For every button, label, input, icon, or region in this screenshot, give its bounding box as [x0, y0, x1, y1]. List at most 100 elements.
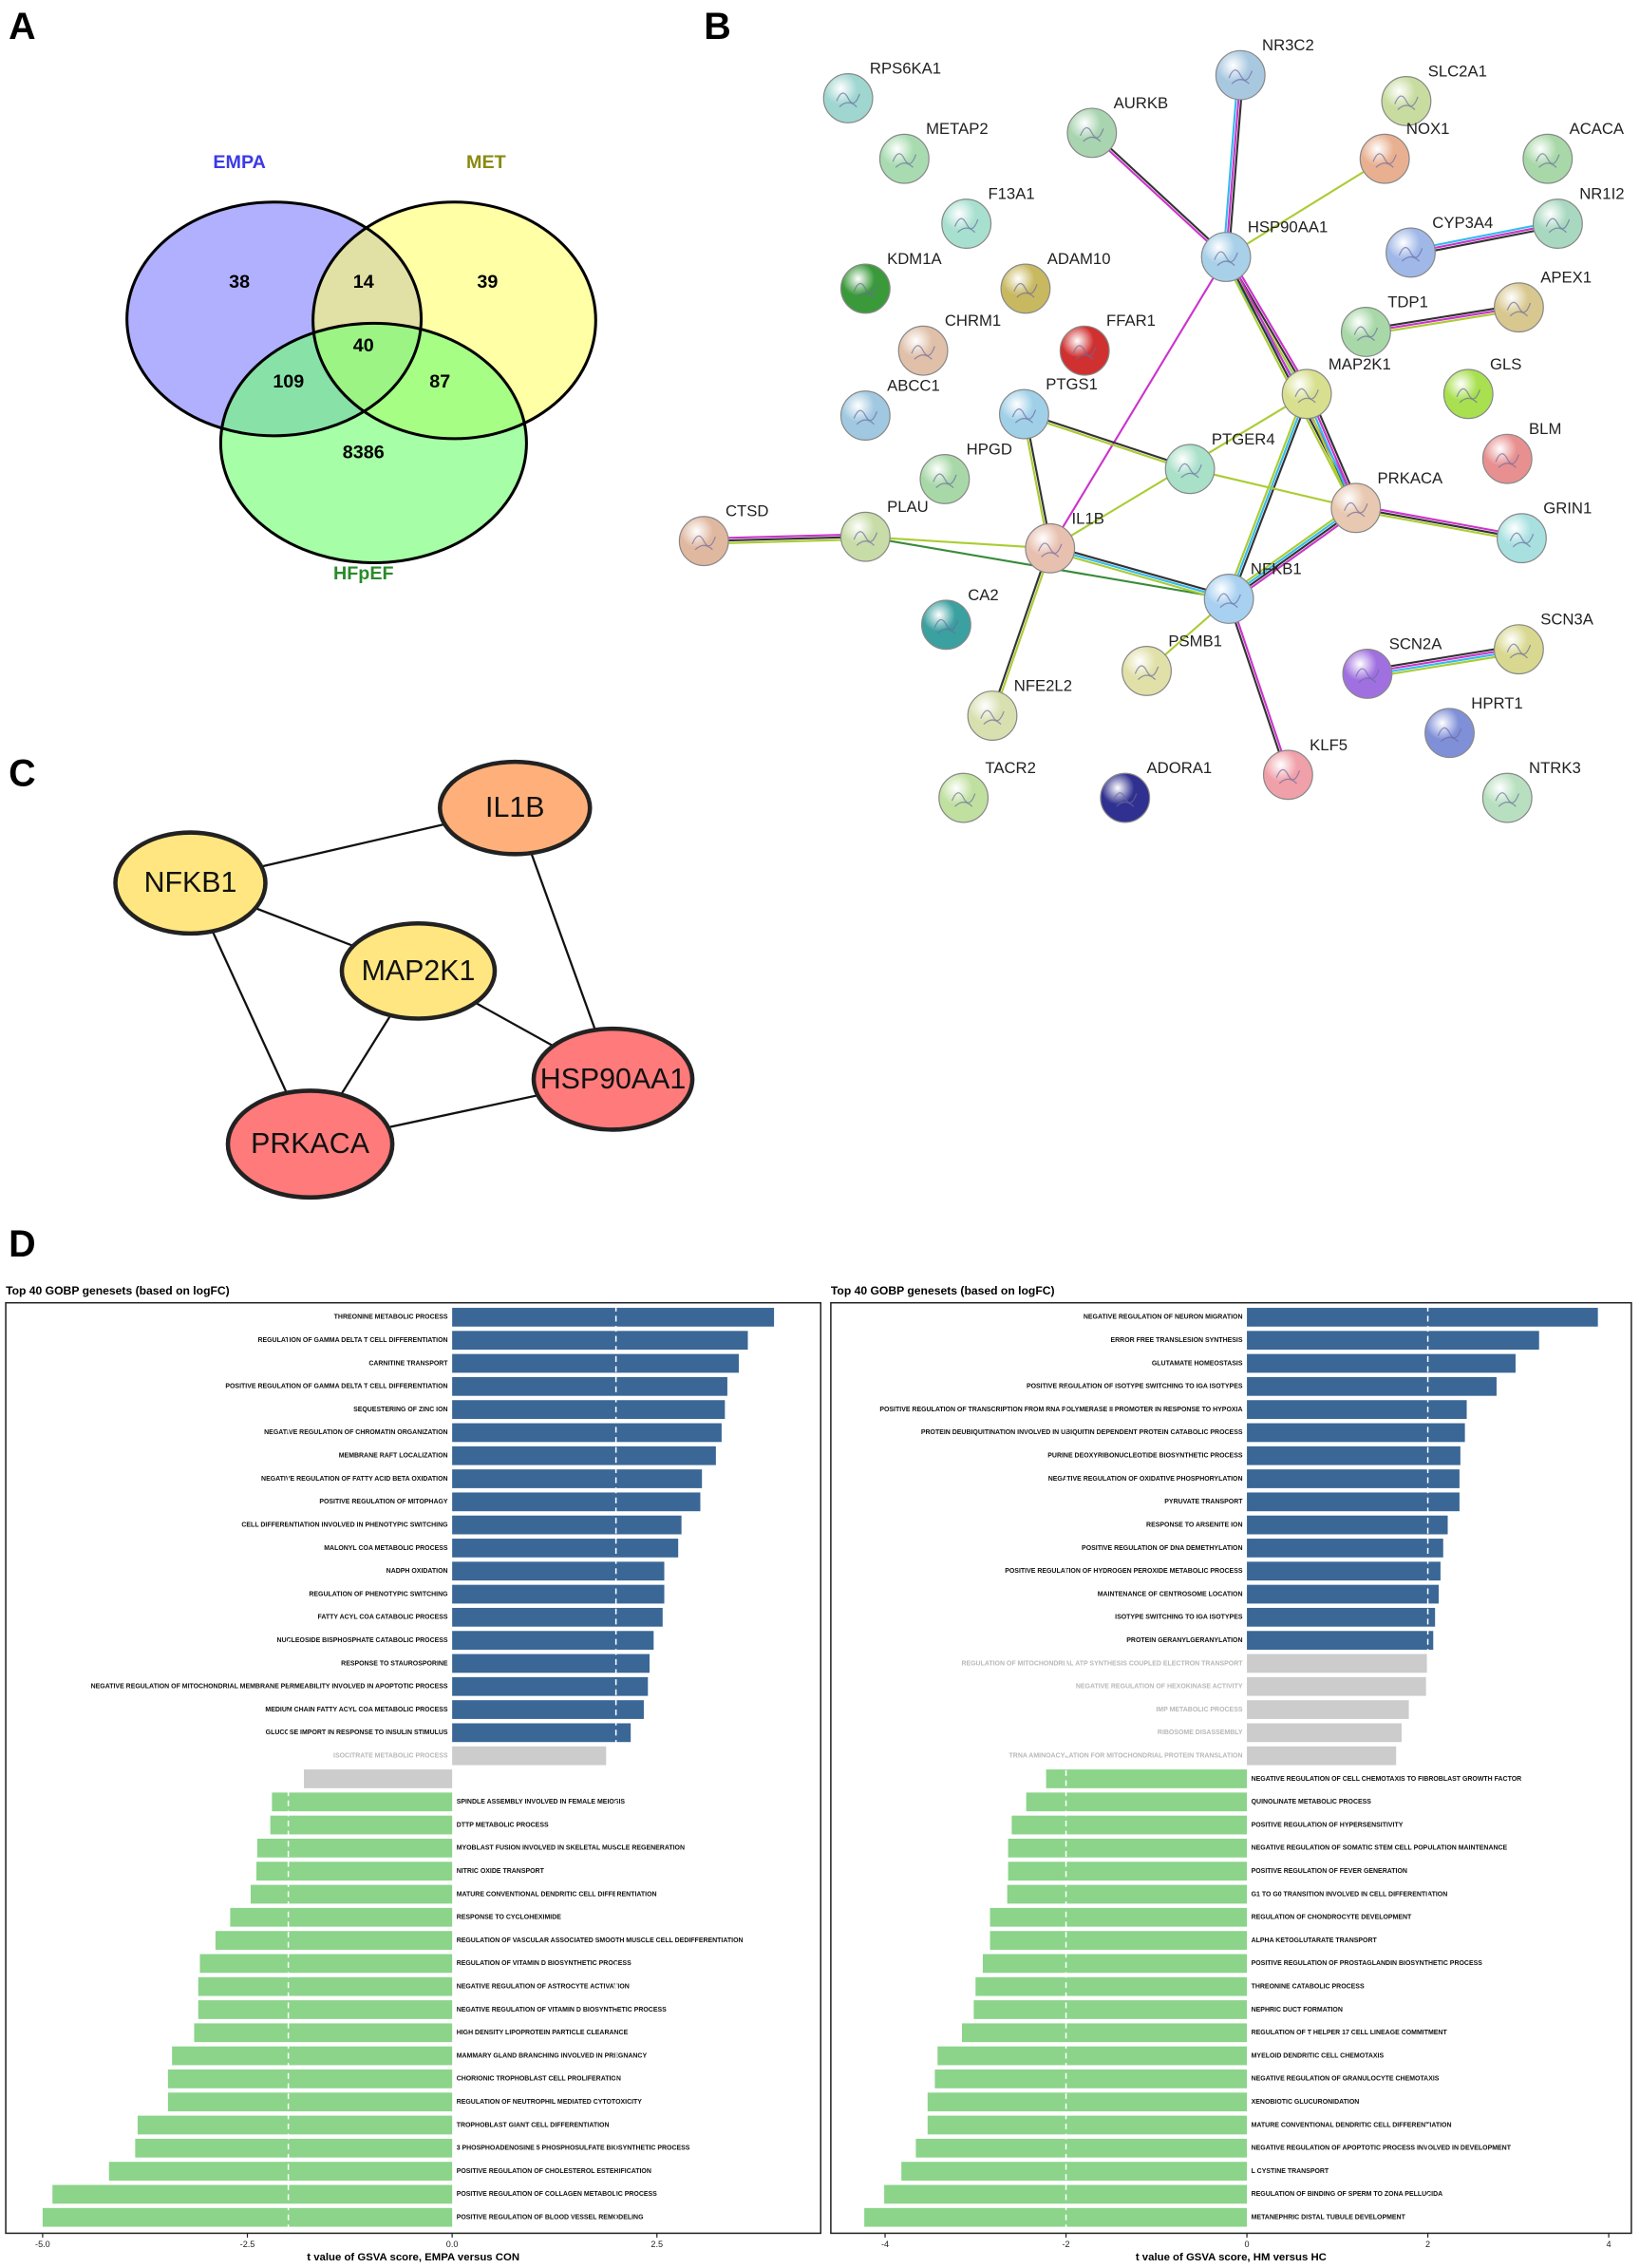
- bar-label: POSITIVE REGULATION OF GAMMA DELTA T CEL…: [225, 1384, 447, 1390]
- bar: [452, 1539, 679, 1558]
- bar-label: CARNITINE TRANSPORT: [368, 1360, 448, 1367]
- bar: [452, 1492, 701, 1512]
- bar-label: THREONINE CATABOLIC PROCESS: [1252, 1984, 1365, 1991]
- edge: [1228, 254, 1311, 393]
- edge: [1048, 255, 1227, 549]
- bar: [52, 2184, 453, 2204]
- bar-label: RESPONSE TO ARSENITE ION: [1146, 1521, 1242, 1528]
- region-count: 38: [229, 272, 250, 293]
- bar-label: REGULATION OF MITOCHONDRIAL ATP SYNTHESI…: [961, 1660, 1243, 1667]
- bar-label: POSITIVE REGULATION OF BLOOD VESSEL REMO…: [457, 2215, 644, 2221]
- node-structure: [1536, 153, 1560, 168]
- node-label: NR3C2: [1262, 36, 1314, 54]
- bar-label: NADPH OXIDATION: [386, 1568, 448, 1575]
- bar: [172, 2046, 453, 2066]
- bar: [452, 1584, 665, 1604]
- bar-label: NEGATIVE REGULATION OF HEXOKINASE ACTIVI…: [1076, 1684, 1243, 1691]
- bar: [452, 1607, 663, 1627]
- node-structure: [1509, 532, 1535, 548]
- node-label: PTGER4: [1212, 430, 1275, 448]
- node-structure: [1437, 727, 1462, 743]
- bar-label: QUINOLINATE METABOLIC PROCESS: [1252, 1799, 1372, 1805]
- node-label: CHRM1: [945, 312, 1001, 330]
- edge: [1355, 506, 1522, 539]
- bar: [230, 1907, 453, 1927]
- bar-label: ALPHA KETOGLUTARATE TRANSPORT: [1252, 1937, 1378, 1944]
- node-label: ADORA1: [1147, 759, 1213, 777]
- bar: [937, 2046, 1248, 2066]
- edge: [865, 536, 1050, 550]
- node-label: PRKACA: [1378, 469, 1443, 487]
- edge: [1355, 509, 1522, 542]
- node-label: AURKB: [1114, 94, 1169, 112]
- node-structure: [1372, 153, 1397, 168]
- bar-label: NEGATIVE REGULATION OF CELL CHEMOTAXIS T…: [1252, 1776, 1522, 1783]
- bar: [1247, 1446, 1461, 1465]
- bar-label: POSITIVE REGULATION OF HYDROGEN PEROXIDE…: [1005, 1568, 1243, 1575]
- x-tick-label: -2: [1062, 2240, 1069, 2249]
- node-structure: [1355, 668, 1380, 684]
- bar-label: POSITIVE REGULATION OF PROSTAGLANDIN BIO…: [1252, 1960, 1483, 1967]
- bar-label: FATTY ACYL COA CATABOLIC PROCESS: [318, 1615, 448, 1621]
- node-label: TACR2: [985, 759, 1035, 777]
- bar-label: THREONINE METABOLIC PROCESS: [334, 1314, 448, 1321]
- node-structure: [1216, 593, 1241, 609]
- node-label: SCN2A: [1389, 634, 1443, 652]
- bar: [1247, 1654, 1427, 1673]
- bar-label: REGULATION OF CHONDROCYTE DEVELOPMENT: [1252, 1915, 1412, 1921]
- node: [113, 830, 268, 936]
- edge: [1367, 644, 1518, 671]
- node-structure: [1506, 301, 1532, 317]
- bar-label: POSITIVE REGULATION OF FEVER GENERATION: [1252, 1868, 1407, 1875]
- bar: [1011, 1815, 1248, 1835]
- bar: [199, 1954, 453, 1974]
- node-label: NOX1: [1406, 120, 1449, 138]
- edge: [1225, 75, 1242, 257]
- edge: [1230, 510, 1359, 603]
- node-structure: [1134, 665, 1159, 680]
- bar: [256, 1838, 453, 1858]
- bar-label: NEGATIVE REGULATION OF ASTROCYTE ACTIVAT…: [457, 1984, 630, 1991]
- bar-label: NUCLEOSIDE BISPHOSPHATE CATABOLIC PROCES…: [277, 1637, 448, 1644]
- x-tick-label: 0.0: [446, 2240, 459, 2249]
- bar-label: PYRUVATE TRANSPORT: [1164, 1499, 1243, 1505]
- bar: [1008, 1862, 1248, 1881]
- node-label: PTGS1: [1046, 375, 1098, 393]
- bar-label: NEGATIVE REGULATION OF SOMATIC STEM CELL…: [1252, 1845, 1508, 1852]
- edge: [704, 536, 866, 542]
- edge: [990, 547, 1050, 716]
- node-label: SLC2A1: [1428, 62, 1487, 80]
- edge: [1189, 467, 1357, 509]
- node-structure: [951, 792, 976, 807]
- bar-label: NEGATIVE REGULATION OF VITAMIN D BIOSYNT…: [457, 2007, 667, 2013]
- edge: [1048, 549, 1229, 603]
- bar-label: REGULATION OF GAMMA DELTA T CELL DIFFERE…: [257, 1337, 447, 1344]
- bar: [1247, 1492, 1460, 1512]
- node-structure: [1495, 792, 1519, 807]
- bar: [915, 2138, 1248, 2158]
- bar-label: POSITIVE REGULATION OF ISOTYPE SWITCHING…: [1027, 1384, 1243, 1390]
- bar-label: CHORIONIC TROPHOBLAST CELL PROLIFERATION: [457, 2076, 621, 2083]
- node-structure: [980, 709, 1005, 726]
- bar: [864, 2207, 1248, 2227]
- bar-label: 3 PHOSPHOADENOSINE 5 PHOSPHOSULFATE BIOS…: [457, 2145, 690, 2152]
- bar-label: RIBOSOME DISASSEMBLY: [1158, 1729, 1243, 1736]
- region-count: 40: [353, 335, 374, 356]
- bar: [1247, 1515, 1448, 1535]
- panel-label: A: [9, 6, 36, 47]
- bar: [452, 1446, 716, 1465]
- bar-label: MATURE CONVENTIONAL DENDRITIC CELL DIFFE…: [1252, 2122, 1452, 2128]
- bar: [973, 2000, 1248, 2019]
- node-structure: [1013, 282, 1038, 298]
- node-label: KLF5: [1310, 736, 1348, 754]
- bar-label: NEGATIVE REGULATION OF MITOCHONDRIAL MEM…: [91, 1684, 448, 1691]
- bar: [250, 1884, 453, 1904]
- node-label: GLS: [1490, 355, 1521, 373]
- bar: [452, 1654, 650, 1673]
- node: [531, 1026, 695, 1132]
- node-structure: [1506, 643, 1532, 659]
- node-structure: [933, 473, 957, 488]
- chart-title: Top 40 GOBP genesets (based on logFC): [831, 1284, 1055, 1297]
